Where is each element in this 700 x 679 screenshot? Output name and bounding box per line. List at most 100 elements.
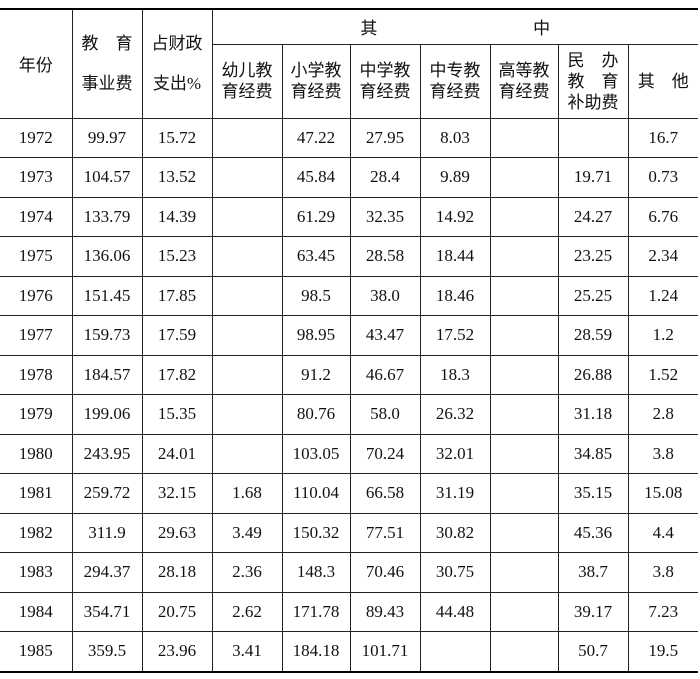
cell: 15.72 xyxy=(141,117,213,158)
cell: 101.71 xyxy=(349,631,421,673)
sub-header: 民 办教 育补助费 xyxy=(557,43,629,119)
data-row: 1983 294.37 28.18 2.36 148.3 70.46 30.75 38.7 3.… xyxy=(0,552,699,593)
data-row: 1975 136.06 15.23 63.45 28.58 18.44 23.25 2.34 xyxy=(0,236,699,277)
cell: 1978 xyxy=(0,354,73,395)
header-line: 占财政 xyxy=(151,33,203,53)
cell: 46.67 xyxy=(349,354,421,395)
cell: 1972 xyxy=(0,117,73,158)
cell: 1974 xyxy=(0,196,73,237)
cell: 294.37 xyxy=(71,552,143,593)
cell: 89.43 xyxy=(349,591,421,632)
cell: 98.5 xyxy=(281,275,351,316)
header-group: 其中 xyxy=(211,8,699,45)
empty-cell xyxy=(211,394,283,435)
cell: 30.82 xyxy=(419,512,491,553)
cell: 28.4 xyxy=(349,157,421,198)
cell: 17.59 xyxy=(141,315,213,356)
cell: 1984 xyxy=(0,591,73,632)
cell: 70.24 xyxy=(349,433,421,474)
cell: 30.75 xyxy=(419,552,491,593)
cell: 28.18 xyxy=(141,552,213,593)
cell: 31.19 xyxy=(419,473,491,514)
cell: 9.89 xyxy=(419,157,491,198)
cell: 3.49 xyxy=(211,512,283,553)
cell: 1976 xyxy=(0,275,73,316)
cell: 184.18 xyxy=(281,631,351,673)
cell: 32.01 xyxy=(419,433,491,474)
cell: 31.18 xyxy=(557,394,629,435)
empty-cell xyxy=(489,354,559,395)
cell: 8.03 xyxy=(419,117,491,158)
empty-cell xyxy=(489,275,559,316)
sub-header: 中学教 育经费 xyxy=(349,43,421,119)
cell: 4.4 xyxy=(627,512,699,553)
cell: 50.7 xyxy=(557,631,629,673)
header-line: 支出% xyxy=(152,73,202,93)
cell: 58.0 xyxy=(349,394,421,435)
cell: 38.0 xyxy=(349,275,421,316)
cell: 39.17 xyxy=(557,591,629,632)
empty-cell xyxy=(489,433,559,474)
cell: 3.41 xyxy=(211,631,283,673)
cell: 18.44 xyxy=(419,236,491,277)
empty-cell xyxy=(557,117,629,158)
cell: 1975 xyxy=(0,236,73,277)
header-line: 育经费 xyxy=(429,82,481,101)
empty-cell xyxy=(489,236,559,277)
cell: 24.01 xyxy=(141,433,213,474)
cell: 354.71 xyxy=(71,591,143,632)
sub-header: 幼儿教 育经费 xyxy=(212,43,283,119)
header-line: 事业费 xyxy=(81,73,133,93)
empty-cell xyxy=(489,157,559,198)
cell: 26.32 xyxy=(419,394,491,435)
empty-cell xyxy=(489,631,559,673)
cell: 66.58 xyxy=(349,473,421,514)
cell: 311.9 xyxy=(71,512,143,553)
cell: 14.39 xyxy=(141,196,213,237)
cell: 15.35 xyxy=(141,394,213,435)
header-line: 育经费 xyxy=(290,82,342,101)
header-line: 小学教 xyxy=(290,61,342,80)
cell: 0.73 xyxy=(627,157,699,198)
cell: 99.97 xyxy=(71,117,143,158)
data-row: 1974 133.79 14.39 61.29 32.35 14.92 24.27 6.76 xyxy=(0,196,699,237)
sub-header: 其 他 xyxy=(627,43,699,119)
cell: 1973 xyxy=(0,157,73,198)
data-row: 1977 159.73 17.59 98.95 43.47 17.52 28.59 1.2 xyxy=(0,315,699,356)
cell: 3.8 xyxy=(627,552,699,593)
sub-header: 高等教 育经费 xyxy=(489,43,559,119)
cell: 1981 xyxy=(0,473,73,514)
header-line: 育经费 xyxy=(359,82,411,101)
empty-cell xyxy=(211,117,283,158)
cell: 1980 xyxy=(0,433,73,474)
cell: 6.76 xyxy=(627,196,699,237)
header-line: 中专教 xyxy=(429,61,481,80)
cell: 17.82 xyxy=(141,354,213,395)
empty-cell xyxy=(489,315,559,356)
cell: 77.51 xyxy=(349,512,421,553)
cell: 27.95 xyxy=(349,117,421,158)
cell: 2.62 xyxy=(211,591,283,632)
cell: 2.34 xyxy=(627,236,699,277)
sub-header: 中专教 育经费 xyxy=(419,43,491,119)
data-row: 1982 311.9 29.63 3.49 150.32 77.51 30.82 45.36 4… xyxy=(0,512,699,553)
cell: 110.04 xyxy=(281,473,351,514)
empty-cell xyxy=(489,552,559,593)
data-row: 1972 99.97 15.72 47.22 27.95 8.03 16.7 xyxy=(0,117,699,158)
cell: 17.85 xyxy=(141,275,213,316)
cell: 45.36 xyxy=(557,512,629,553)
cell: 199.06 xyxy=(71,394,143,435)
cell: 34.85 xyxy=(557,433,629,474)
cell: 1.52 xyxy=(627,354,699,395)
cell: 103.05 xyxy=(281,433,351,474)
cell: 61.29 xyxy=(281,196,351,237)
data-row: 1980 243.95 24.01 103.05 70.24 32.01 34.85 3.8 xyxy=(0,433,699,474)
cell: 259.72 xyxy=(71,473,143,514)
header-year: 年份 xyxy=(0,8,73,119)
cell: 32.15 xyxy=(141,473,213,514)
cell: 150.32 xyxy=(281,512,351,553)
empty-cell xyxy=(489,117,559,158)
header-line: 育经费 xyxy=(498,82,550,101)
data-row: 1973 104.57 13.52 45.84 28.4 9.89 19.71 0.73 xyxy=(0,157,699,198)
